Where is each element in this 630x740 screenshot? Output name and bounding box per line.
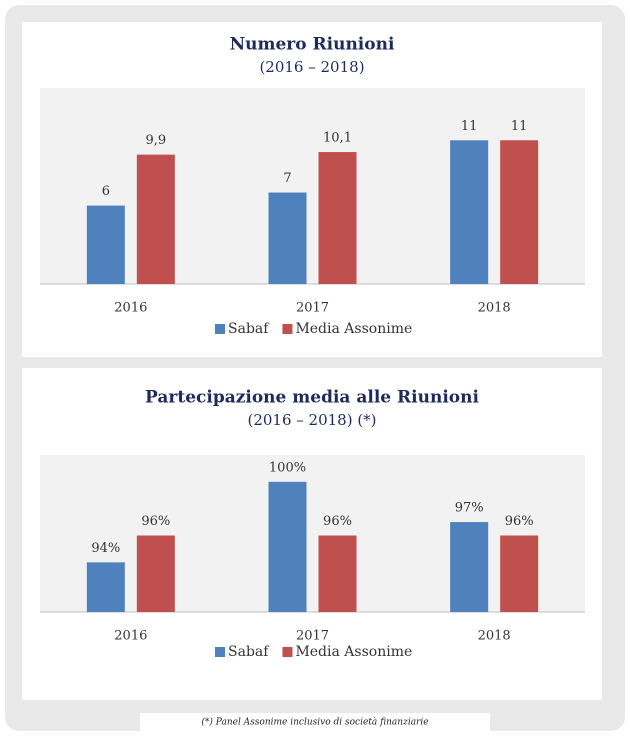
bar bbox=[500, 535, 539, 612]
data-label: 96% bbox=[323, 514, 352, 529]
bar bbox=[136, 154, 175, 284]
legend-swatch bbox=[282, 324, 293, 334]
legend-label: Sabaf bbox=[228, 644, 270, 660]
x-tick-label: 2018 bbox=[478, 629, 511, 644]
legend-label: Media Assonime bbox=[295, 644, 412, 660]
x-tick-label: 2016 bbox=[114, 301, 147, 316]
plot-area bbox=[40, 88, 585, 284]
legend-swatch bbox=[215, 324, 225, 334]
bar bbox=[450, 140, 489, 284]
footnote-box bbox=[140, 713, 490, 731]
legend-swatch bbox=[215, 647, 225, 657]
data-label: 11 bbox=[461, 119, 478, 134]
legend-swatch bbox=[282, 647, 293, 657]
data-label: 96% bbox=[505, 514, 534, 529]
bar bbox=[86, 205, 125, 284]
x-tick-label: 2017 bbox=[296, 301, 329, 316]
data-label: 9,9 bbox=[145, 133, 166, 148]
data-label: 94% bbox=[91, 541, 120, 556]
bar bbox=[136, 535, 175, 612]
legend-label: Sabaf bbox=[228, 321, 270, 337]
data-label: 97% bbox=[455, 501, 484, 516]
x-tick-label: 2017 bbox=[296, 629, 329, 644]
bar bbox=[450, 522, 489, 612]
bar bbox=[268, 481, 307, 612]
bar bbox=[268, 192, 307, 284]
data-label: 10,1 bbox=[323, 131, 352, 146]
bar bbox=[318, 152, 357, 284]
chart-subtitle: (2016 – 2018) bbox=[259, 58, 364, 76]
data-label: 96% bbox=[141, 514, 170, 529]
bar bbox=[86, 562, 125, 612]
data-label: 6 bbox=[102, 184, 110, 199]
data-label: 7 bbox=[283, 171, 291, 186]
plot-area bbox=[40, 455, 585, 612]
chart-title: Partecipazione media alle Riunioni bbox=[145, 388, 479, 408]
footnote: (*) Panel Assonime inclusivo di società … bbox=[201, 717, 428, 728]
chart-title: Numero Riunioni bbox=[230, 35, 395, 55]
legend-label: Media Assonime bbox=[295, 321, 412, 337]
bar bbox=[500, 140, 539, 284]
chart-subtitle: (2016 – 2018) (*) bbox=[247, 411, 376, 429]
x-tick-label: 2016 bbox=[114, 629, 147, 644]
bar bbox=[318, 535, 357, 612]
x-tick-label: 2018 bbox=[478, 301, 511, 316]
data-label: 100% bbox=[269, 460, 306, 475]
data-label: 11 bbox=[511, 119, 528, 134]
